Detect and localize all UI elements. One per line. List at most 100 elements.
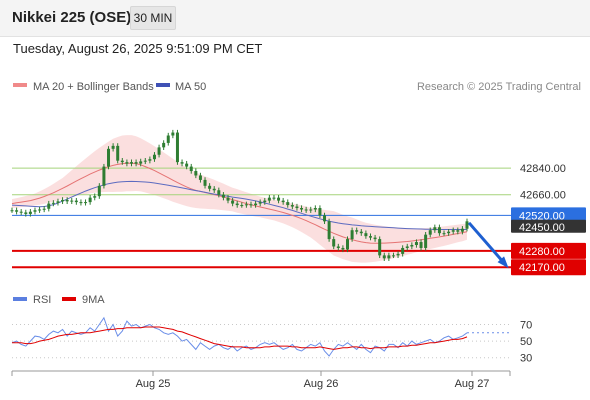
candles bbox=[10, 129, 469, 261]
candle-body bbox=[378, 239, 382, 256]
ma50-legend-swatch bbox=[156, 83, 170, 87]
rsi-tick-label: 30 bbox=[520, 353, 532, 365]
level-tag-support bbox=[511, 259, 586, 276]
candle-body bbox=[258, 202, 262, 204]
candle-body bbox=[116, 145, 120, 161]
candle-body bbox=[447, 231, 451, 234]
candle-body bbox=[70, 200, 74, 202]
candle-body bbox=[157, 147, 161, 155]
candle-body bbox=[38, 209, 42, 211]
forecast-arrow-line bbox=[467, 221, 508, 267]
candle-body bbox=[286, 202, 290, 206]
candle-body bbox=[313, 208, 317, 210]
candle-body bbox=[33, 210, 37, 212]
ma9-legend-label: 9MA bbox=[82, 294, 105, 306]
header-bar: Nikkei 225 (OSE) 30 MIN bbox=[0, 0, 590, 37]
candle-body bbox=[143, 160, 147, 162]
candle-body bbox=[456, 230, 460, 232]
candle-body bbox=[24, 212, 28, 214]
candle-body bbox=[162, 142, 166, 148]
candle-body bbox=[221, 194, 225, 198]
candle-body bbox=[318, 208, 322, 216]
candle-body bbox=[15, 210, 19, 212]
level-tag-label: 42520.00 bbox=[519, 210, 565, 222]
candle-body bbox=[244, 204, 248, 206]
candle-body bbox=[451, 230, 455, 232]
ma20-legend-label: MA 20 + Bollinger Bands bbox=[33, 81, 154, 93]
candle-body bbox=[460, 228, 464, 232]
candle-body bbox=[208, 185, 212, 189]
candle-body bbox=[180, 162, 184, 164]
candle-body bbox=[332, 239, 336, 247]
candle-body bbox=[405, 246, 409, 248]
candle-body bbox=[304, 209, 308, 211]
level-tag-label: 42280.00 bbox=[519, 246, 565, 258]
candle-body bbox=[249, 204, 253, 206]
level-tag-pivot bbox=[511, 207, 586, 224]
rsi-legend-swatch bbox=[13, 297, 27, 301]
candle-body bbox=[107, 148, 111, 167]
candle-body bbox=[267, 197, 271, 201]
candle-body bbox=[93, 196, 97, 198]
candle-body bbox=[84, 202, 88, 204]
candle-body bbox=[97, 185, 101, 197]
candle-body bbox=[61, 199, 65, 202]
source-credit: Research © 2025 Trading Central bbox=[417, 81, 581, 93]
x-axis: Aug 25 Aug 26 Aug 27 bbox=[11, 370, 511, 390]
candle-body bbox=[341, 247, 345, 250]
candle-body bbox=[152, 154, 156, 160]
candle-body bbox=[277, 197, 281, 201]
candle-body bbox=[428, 230, 432, 235]
candle-body bbox=[350, 230, 354, 240]
candle-body bbox=[327, 221, 331, 240]
candle-body bbox=[290, 205, 294, 207]
candle-body bbox=[401, 247, 405, 254]
x-tick-label: Aug 26 bbox=[304, 378, 339, 390]
rsi-line bbox=[11, 316, 468, 357]
candle-body bbox=[47, 203, 51, 209]
price-tags: 42840.00 42660.00 42520.00 42280.00 42170.00… bbox=[511, 163, 586, 276]
candle-body bbox=[65, 199, 69, 202]
candle-body bbox=[148, 159, 152, 161]
candle-body bbox=[125, 162, 129, 164]
candle-body bbox=[442, 233, 446, 235]
candle-body bbox=[79, 202, 83, 204]
candle-body bbox=[88, 197, 92, 203]
candle-body bbox=[194, 171, 198, 176]
candle-body bbox=[346, 239, 350, 250]
candle-body bbox=[235, 203, 239, 206]
candle-body bbox=[198, 175, 202, 180]
rsi-tick-label: 70 bbox=[520, 319, 532, 331]
candle-body bbox=[189, 166, 193, 172]
candle-body bbox=[171, 132, 175, 136]
candle-body bbox=[254, 203, 258, 206]
forecast-arrow bbox=[467, 221, 509, 269]
ma20-line bbox=[11, 162, 468, 244]
candle-body bbox=[309, 209, 313, 211]
candle-body bbox=[56, 201, 60, 203]
candle-body bbox=[355, 230, 359, 232]
candle-body bbox=[272, 197, 276, 199]
ma50-line bbox=[11, 180, 467, 230]
ma9-legend-swatch bbox=[62, 297, 76, 301]
candle-body bbox=[139, 161, 143, 164]
candle-body bbox=[424, 234, 428, 248]
bollinger-band-area bbox=[12, 135, 467, 263]
rsi-tick-label: 50 bbox=[520, 336, 532, 348]
last-price-tag bbox=[511, 219, 586, 233]
forecast-arrow-head bbox=[497, 256, 509, 269]
candle-body bbox=[410, 245, 414, 247]
x-tick-label: Aug 25 bbox=[136, 378, 171, 390]
last-price-label: 42450.00 bbox=[519, 222, 565, 234]
ma20-legend-swatch bbox=[13, 83, 27, 87]
chart-datetime: Tuesday, August 26, 2025 9:51:09 PM CET bbox=[13, 41, 263, 56]
rsi-legend-label: RSI bbox=[33, 294, 51, 306]
candle-body bbox=[10, 210, 14, 212]
candle-body bbox=[226, 197, 230, 201]
candle-body bbox=[368, 236, 372, 238]
candle-body bbox=[295, 206, 299, 209]
ma50-legend-label: MA 50 bbox=[175, 81, 206, 93]
candle-body bbox=[111, 145, 115, 149]
timeframe-button[interactable]: 30 MIN bbox=[130, 6, 176, 30]
